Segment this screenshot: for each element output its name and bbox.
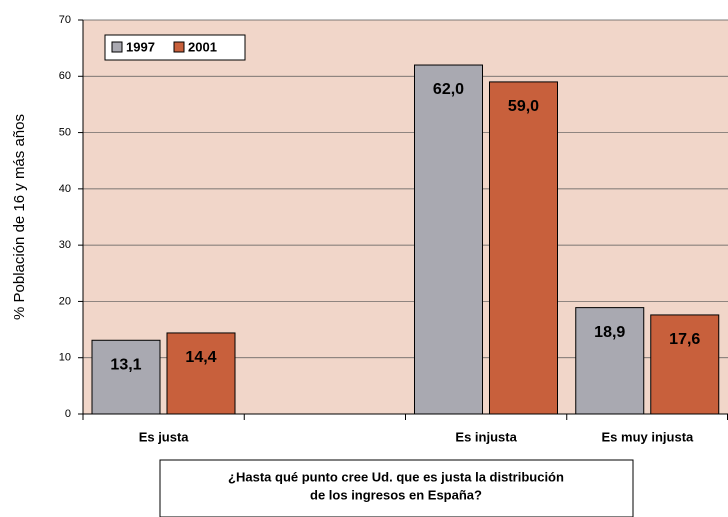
legend-label: 2001 [188, 39, 217, 54]
data-label: 17,6 [669, 331, 700, 348]
x-axis-label: ¿Hasta qué punto cree Ud. que es justa l… [228, 469, 564, 484]
y-tick-label: 40 [59, 183, 71, 195]
legend-swatch [173, 41, 185, 53]
data-label: 59,0 [508, 98, 539, 115]
bar [414, 64, 483, 415]
legend-swatch [111, 41, 123, 53]
data-label: 14,4 [185, 349, 216, 366]
x-axis-label: de los ingresos en España? [310, 487, 482, 502]
x-axis-label-box [159, 459, 634, 517]
data-label: 13,1 [110, 356, 141, 373]
bar [91, 339, 161, 415]
bar [489, 81, 558, 415]
y-tick-label: 60 [59, 70, 71, 82]
bar [650, 314, 720, 415]
y-axis-label: % Población de 16 y más años [11, 114, 28, 320]
legend-label: 1997 [126, 39, 155, 54]
y-tick-label: 50 [59, 126, 71, 138]
y-tick-label: 70 [59, 14, 71, 26]
x-tick-label: Es injusta [455, 429, 517, 444]
y-tick-label: 10 [59, 352, 71, 364]
bar [575, 307, 645, 415]
data-label: 18,9 [594, 324, 625, 341]
legend-box [104, 34, 246, 61]
data-label: 62,0 [433, 81, 464, 98]
x-tick-label: Es justa [139, 429, 190, 444]
bar [166, 332, 236, 415]
y-tick-label: 30 [59, 239, 71, 251]
x-tick-label: Es muy injusta [602, 429, 695, 444]
y-tick-label: 0 [65, 408, 71, 420]
y-tick-label: 20 [59, 295, 71, 307]
